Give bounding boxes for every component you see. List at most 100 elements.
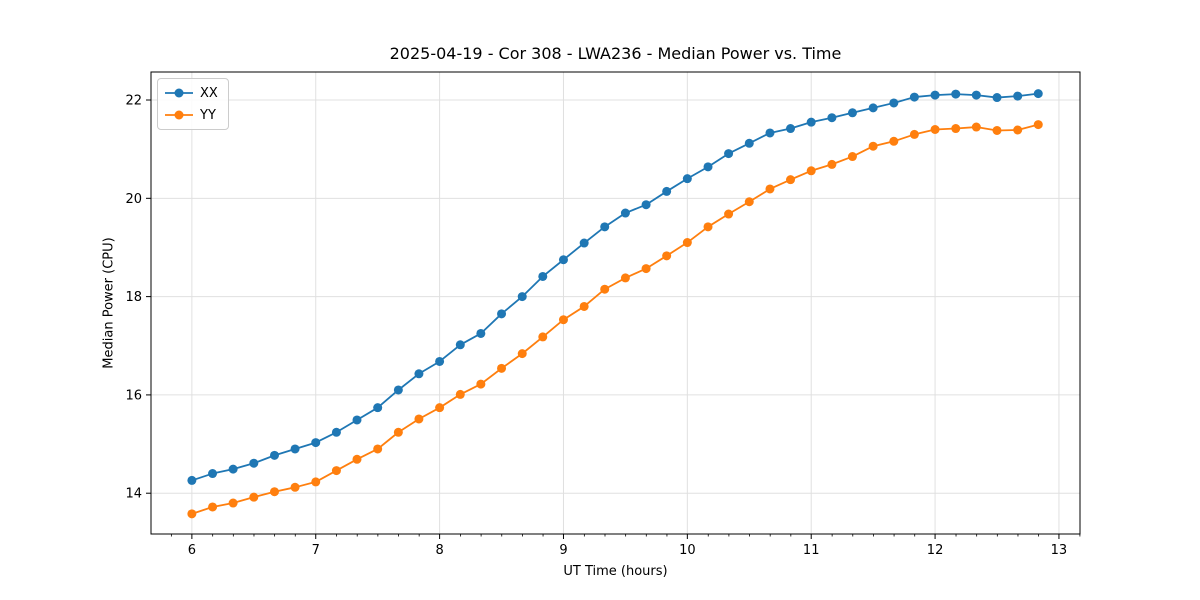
data-point-xx xyxy=(951,89,961,99)
data-point-yy xyxy=(600,284,610,294)
data-point-yy xyxy=(228,498,238,508)
legend-label-xx: XX xyxy=(200,85,218,101)
data-point-xx xyxy=(269,450,279,460)
data-point-xx xyxy=(517,292,527,302)
x-axis-label: UT Time (hours) xyxy=(563,564,668,579)
x-tick-label: 9 xyxy=(559,543,567,558)
series-line-yy xyxy=(190,123,1040,515)
data-point-xx xyxy=(744,138,754,148)
data-point-yy xyxy=(352,454,362,464)
data-point-yy xyxy=(744,197,754,207)
legend-line-marker-icon xyxy=(165,88,193,98)
data-point-xx xyxy=(414,369,424,379)
data-point-xx xyxy=(992,93,1002,103)
x-tick-label: 6 xyxy=(188,543,196,558)
data-point-xx xyxy=(909,92,919,102)
legend-marker xyxy=(174,88,184,98)
data-point-xx xyxy=(786,124,796,134)
x-tick-label: 12 xyxy=(927,543,944,558)
data-point-xx xyxy=(724,149,734,159)
legend-item-yy: YY xyxy=(165,105,218,125)
data-point-yy xyxy=(249,492,259,502)
data-point-xx xyxy=(641,200,651,210)
data-point-xx xyxy=(971,90,981,100)
data-point-yy xyxy=(868,141,878,151)
data-point-xx xyxy=(930,90,940,100)
data-point-xx xyxy=(538,271,548,281)
data-point-yy xyxy=(414,414,424,424)
data-point-xx xyxy=(476,328,486,338)
data-point-yy xyxy=(476,379,486,389)
data-point-xx xyxy=(208,469,218,479)
data-point-xx xyxy=(228,464,238,474)
data-point-yy xyxy=(827,159,837,169)
y-axis-label: Median Power (CPU) xyxy=(101,237,117,369)
x-tick-label: 7 xyxy=(312,543,320,558)
data-point-xx xyxy=(827,113,837,123)
data-point-yy xyxy=(1033,120,1043,130)
axes-box xyxy=(150,71,1081,535)
data-point-yy xyxy=(455,389,465,399)
y-tick-label: 20 xyxy=(125,192,142,207)
data-point-xx xyxy=(579,238,589,248)
x-tick-label: 13 xyxy=(1051,543,1068,558)
legend-label-yy: YY xyxy=(200,107,216,123)
data-point-xx xyxy=(187,475,197,485)
data-point-yy xyxy=(641,264,651,274)
data-point-yy xyxy=(558,315,568,325)
data-point-xx xyxy=(249,458,259,468)
data-point-xx xyxy=(1013,91,1023,101)
data-point-xx xyxy=(806,117,816,127)
data-point-xx xyxy=(558,255,568,265)
data-point-yy xyxy=(331,466,341,476)
x-tick-label: 11 xyxy=(803,543,820,558)
data-point-yy xyxy=(311,477,321,487)
data-point-yy xyxy=(435,403,445,413)
data-point-yy xyxy=(930,125,940,135)
data-point-yy xyxy=(579,301,589,311)
y-tick-label: 16 xyxy=(125,388,142,403)
data-point-yy xyxy=(662,251,672,261)
data-point-yy xyxy=(889,136,899,146)
data-point-yy xyxy=(373,444,383,454)
legend: XX YY xyxy=(157,78,229,130)
data-point-yy xyxy=(992,125,1002,135)
data-point-xx xyxy=(847,108,857,118)
data-point-xx xyxy=(1033,89,1043,99)
data-point-yy xyxy=(765,184,775,194)
y-tick-label: 14 xyxy=(125,487,142,502)
x-tick-label: 8 xyxy=(435,543,443,558)
data-point-xx xyxy=(703,162,713,172)
data-point-yy xyxy=(909,129,919,139)
data-point-yy xyxy=(951,124,961,134)
data-point-xx xyxy=(682,174,692,184)
data-point-xx xyxy=(765,128,775,138)
data-point-xx xyxy=(889,98,899,108)
data-point-xx xyxy=(311,438,321,448)
data-point-yy xyxy=(847,152,857,162)
data-point-yy xyxy=(786,175,796,185)
data-point-yy xyxy=(290,482,300,492)
data-point-yy xyxy=(971,122,981,132)
data-point-yy xyxy=(620,273,630,283)
legend-item-xx: XX xyxy=(165,83,218,103)
data-point-xx xyxy=(600,222,610,232)
data-point-yy xyxy=(1013,125,1023,135)
y-tick-label: 22 xyxy=(125,94,142,109)
data-point-yy xyxy=(724,209,734,219)
data-point-xx xyxy=(435,356,445,366)
data-point-xx xyxy=(497,309,507,319)
data-point-yy xyxy=(208,502,218,512)
data-point-yy xyxy=(517,349,527,359)
data-point-yy xyxy=(393,427,403,437)
data-point-xx xyxy=(373,403,383,413)
y-tick-label: 18 xyxy=(125,290,142,305)
legend-marker xyxy=(174,110,184,120)
data-point-xx xyxy=(352,415,362,425)
data-point-xx xyxy=(620,208,630,218)
data-point-xx xyxy=(290,444,300,454)
data-point-xx xyxy=(662,186,672,196)
data-point-yy xyxy=(187,509,197,519)
series-line-xx xyxy=(190,92,1040,482)
